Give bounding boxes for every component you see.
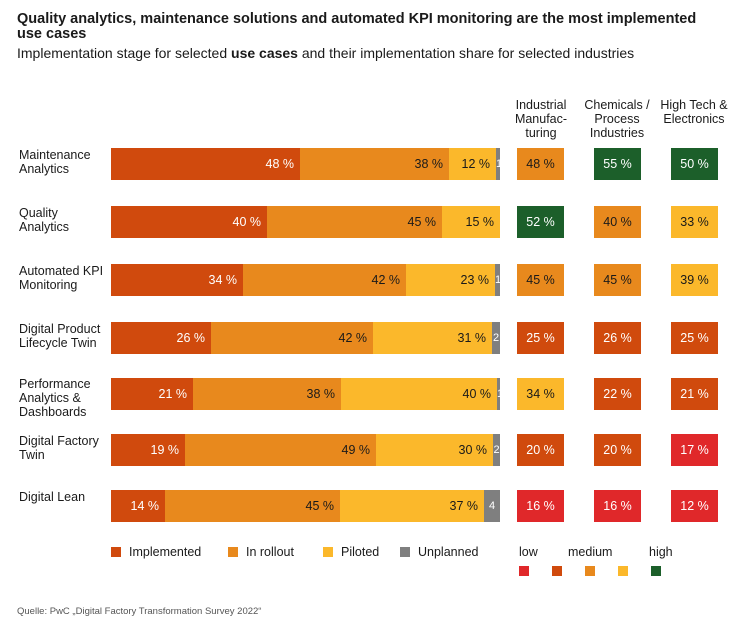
bar-segment-piloted: 37 % bbox=[340, 490, 484, 522]
industry-share-box: 22 % bbox=[594, 378, 641, 410]
scale-swatch-5 bbox=[651, 566, 661, 576]
bar-segment-in-rollout: 49 % bbox=[185, 434, 376, 466]
bar-segment-piloted: 30 % bbox=[376, 434, 493, 466]
industry-share-box: 20 % bbox=[594, 434, 641, 466]
stacked-bar: 40 % 45 % 15 % bbox=[111, 206, 500, 238]
row-label: Digital Product Lifecycle Twin bbox=[19, 322, 101, 350]
legend-swatch bbox=[111, 547, 121, 557]
bar-segment-in-rollout: 42 % bbox=[243, 264, 406, 296]
legend-label: Implemented bbox=[129, 545, 202, 559]
bar-segment-unplanned: 1 bbox=[497, 378, 500, 410]
stacked-bar: 19 % 49 % 30 % 2 bbox=[111, 434, 500, 466]
bar-segment-unplanned: 1 bbox=[496, 148, 500, 180]
bar-segment-implemented: 40 % bbox=[111, 206, 267, 238]
bar-segment-in-rollout: 45 % bbox=[165, 490, 340, 522]
legend-in-rollout: In rollout bbox=[228, 545, 294, 559]
legend-label: Piloted bbox=[341, 545, 380, 559]
bar-segment-piloted: 23 % bbox=[406, 264, 495, 296]
industry-share-box: 45 % bbox=[594, 264, 641, 296]
chart-subtitle: Implementation stage for selected use ca… bbox=[17, 45, 634, 61]
bar-segment-implemented: 26 % bbox=[111, 322, 211, 354]
legend-label: Unplanned bbox=[418, 545, 479, 559]
row-label: Maintenance Analytics bbox=[19, 148, 91, 176]
scale-label-low: low bbox=[519, 545, 538, 559]
source-note: Quelle: PwC „Digital Factory Transformat… bbox=[17, 606, 262, 617]
stacked-bar: 26 % 42 % 31 % 2 bbox=[111, 322, 500, 354]
stacked-bar: 48 % 38 % 12 % 1 bbox=[111, 148, 500, 180]
bar-segment-unplanned: 1 bbox=[495, 264, 500, 296]
industry-share-box: 16 % bbox=[594, 490, 641, 522]
industry-share-box: 48 % bbox=[517, 148, 564, 180]
subtitle-bold: use cases bbox=[231, 45, 298, 61]
subtitle-suffix: and their implementation share for selec… bbox=[297, 45, 635, 61]
legend-label: In rollout bbox=[246, 545, 294, 559]
column-header-hightech: High Tech & Electronics bbox=[660, 98, 728, 126]
scale-swatch-1 bbox=[519, 566, 529, 576]
legend-swatch bbox=[323, 547, 333, 557]
legend-piloted: Piloted bbox=[323, 545, 379, 559]
industry-share-box: 39 % bbox=[671, 264, 718, 296]
column-header-industrial: Industrial Manufac-turing bbox=[514, 98, 568, 140]
industry-share-box: 17 % bbox=[671, 434, 718, 466]
industry-share-box: 34 % bbox=[517, 378, 564, 410]
stacked-bar: 21 %38 %40 %1 bbox=[111, 378, 500, 410]
legend-implemented: Implemented bbox=[111, 545, 201, 559]
bar-segment-in-rollout: 38 % bbox=[300, 148, 449, 180]
industry-share-box: 25 % bbox=[671, 322, 718, 354]
industry-share-box: 12 % bbox=[671, 490, 718, 522]
bar-segment-in-rollout: 42 % bbox=[211, 322, 373, 354]
row-label: Performance Analytics & Dashboards bbox=[19, 377, 91, 419]
legend-swatch bbox=[228, 547, 238, 557]
industry-share-box: 21 % bbox=[671, 378, 718, 410]
row-label: Digital Lean bbox=[19, 490, 86, 504]
bar-segment-implemented: 21 % bbox=[111, 378, 193, 410]
bar-segment-piloted: 40 % bbox=[341, 378, 497, 410]
bar-segment-in-rollout: 45 % bbox=[267, 206, 442, 238]
bar-segment-unplanned: 4 bbox=[484, 490, 500, 522]
scale-label-medium: medium bbox=[568, 545, 613, 559]
industry-share-box: 26 % bbox=[594, 322, 641, 354]
industry-share-box: 16 % bbox=[517, 490, 564, 522]
scale-label-high: high bbox=[649, 545, 673, 559]
chart-title: Quality analytics, maintenance solutions… bbox=[17, 11, 697, 42]
row-label: Automated KPI Monitoring bbox=[19, 264, 104, 292]
subtitle-prefix: Implementation stage for selected bbox=[17, 45, 232, 61]
row-label: Quality Analytics bbox=[19, 206, 70, 234]
bar-segment-in-rollout: 38 % bbox=[193, 378, 341, 410]
bar-segment-implemented: 48 % bbox=[111, 148, 300, 180]
stacked-bar: 14 % 45 % 37 % 4 bbox=[111, 490, 500, 522]
scale-swatch-2 bbox=[552, 566, 562, 576]
industry-share-box: 20 % bbox=[517, 434, 564, 466]
legend-unplanned: Unplanned bbox=[400, 545, 478, 559]
bar-segment-unplanned: 2 bbox=[493, 434, 500, 466]
bar-segment-piloted: 15 % bbox=[442, 206, 500, 238]
column-header-chemicals: Chemicals / Process Industries bbox=[584, 98, 650, 140]
row-label: Digital Factory Twin bbox=[19, 434, 99, 462]
bar-segment-piloted: 31 % bbox=[373, 322, 492, 354]
industry-share-box: 25 % bbox=[517, 322, 564, 354]
legend-swatch bbox=[400, 547, 410, 557]
industry-share-box: 33 % bbox=[671, 206, 718, 238]
industry-share-box: 55 % bbox=[594, 148, 641, 180]
industry-share-box: 50 % bbox=[671, 148, 718, 180]
bar-segment-unplanned: 2 bbox=[492, 322, 500, 354]
industry-share-box: 45 % bbox=[517, 264, 564, 296]
industry-share-box: 52 % bbox=[517, 206, 564, 238]
scale-swatch-3 bbox=[585, 566, 595, 576]
stacked-bar: 34 % 42 % 23 % 1 bbox=[111, 264, 500, 296]
bar-segment-implemented: 34 % bbox=[111, 264, 243, 296]
bar-segment-implemented: 19 % bbox=[111, 434, 185, 466]
bar-segment-implemented: 14 % bbox=[111, 490, 165, 522]
scale-swatch-4 bbox=[618, 566, 628, 576]
bar-segment-piloted: 12 % bbox=[449, 148, 496, 180]
industry-share-box: 40 % bbox=[594, 206, 641, 238]
